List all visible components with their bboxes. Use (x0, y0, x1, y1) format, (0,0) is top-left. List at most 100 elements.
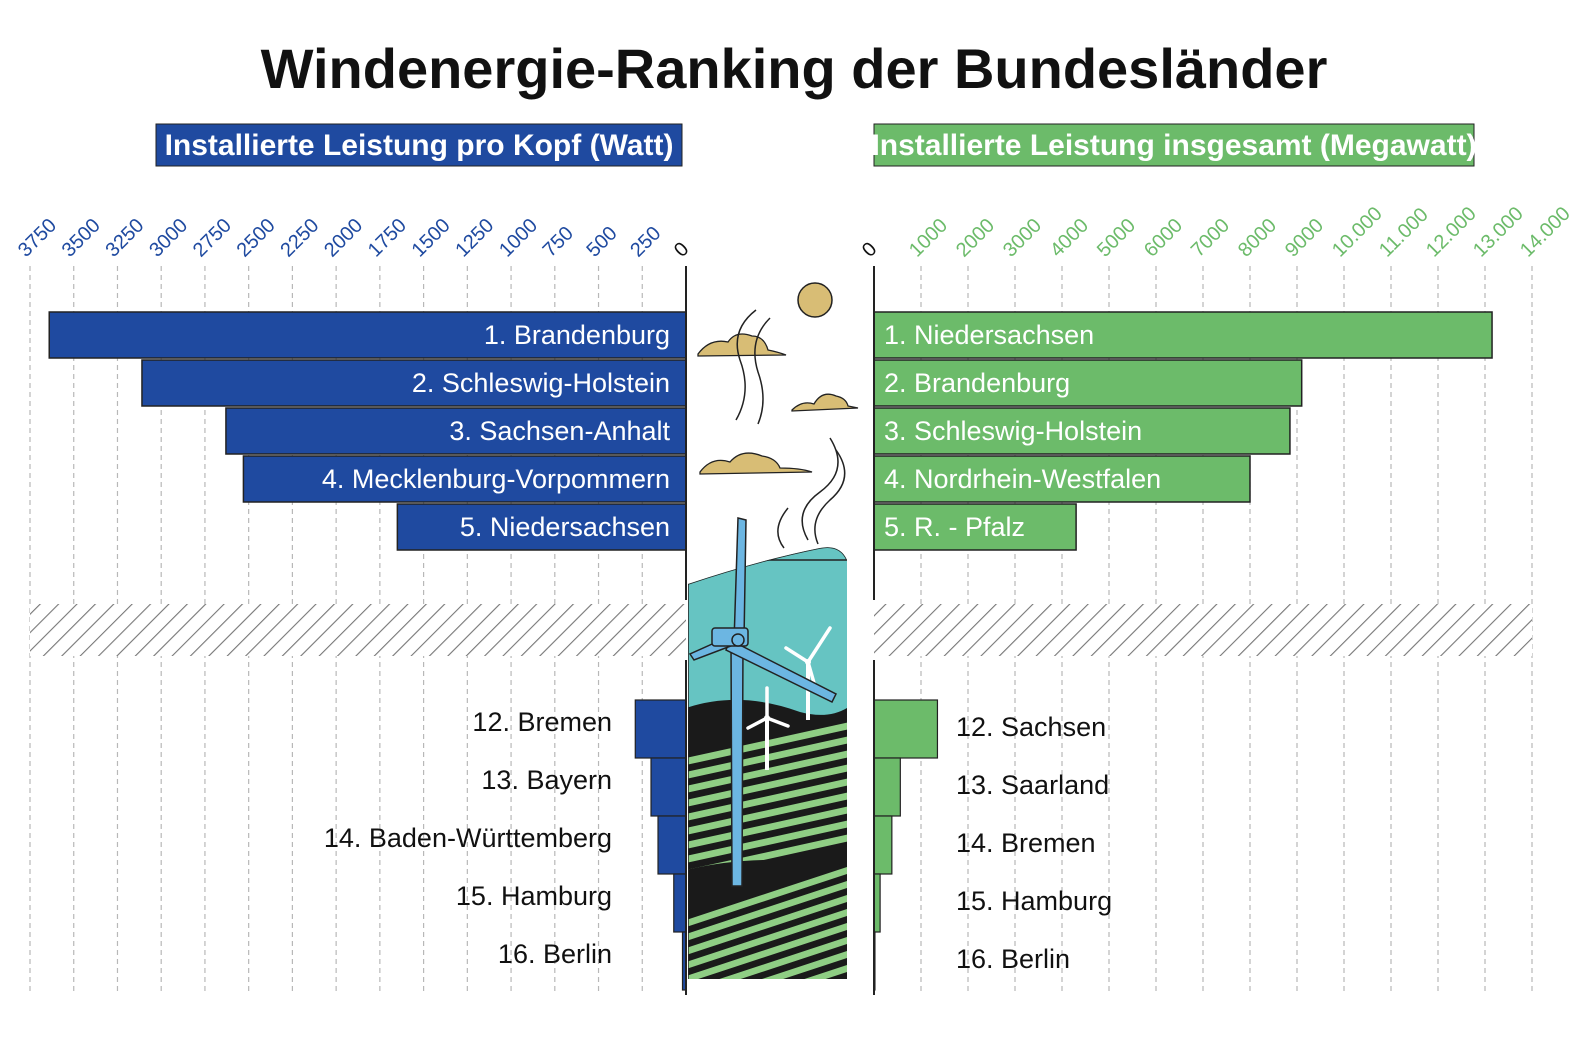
bar-label: 5. Niedersachsen (460, 512, 670, 542)
field-stripe (688, 820, 847, 863)
tick-label: 3000 (145, 215, 192, 262)
tick-label: 2000 (952, 215, 999, 262)
tick-label: 750 (539, 222, 578, 261)
bar-label: 1. Niedersachsen (884, 320, 1094, 350)
bar-label: 16. Berlin (498, 939, 612, 969)
bar-label: 12. Sachsen (956, 712, 1106, 742)
bar-label: 1. Brandenburg (484, 320, 670, 350)
tick-label: 1500 (408, 215, 455, 262)
wind-swirl-icon (777, 507, 789, 549)
right-header-label: Installierte Leistung insgesamt (Megawat… (871, 129, 1476, 162)
tick-label: 1000 (905, 215, 952, 262)
tick-label: 250 (626, 222, 665, 261)
tick-label: 11.000 (1375, 204, 1433, 262)
tick-label: 0 (858, 238, 881, 261)
field-stripe (688, 764, 847, 807)
right-axis-break (874, 604, 1532, 656)
field-stripe (688, 806, 847, 849)
tick-label: 8000 (1234, 215, 1281, 262)
tick-label: 3000 (999, 215, 1046, 262)
small-turbine-icon (746, 686, 790, 770)
tick-label: 12.000 (1422, 203, 1481, 262)
tick-label: 3750 (14, 215, 61, 262)
left-axis-break (30, 604, 686, 656)
tick-label: 1750 (364, 215, 411, 262)
chart-title: Windenergie-Ranking der Bundesländer (261, 37, 1328, 100)
tick-label: 3500 (58, 215, 105, 262)
tick-label: 9000 (1281, 215, 1328, 262)
bar-label: 4. Mecklenburg-Vorpommern (322, 464, 670, 494)
field-stripe (688, 778, 847, 821)
tick-label: 2000 (320, 215, 367, 262)
left-header-box (155, 123, 683, 167)
tick-label: 1250 (451, 215, 498, 262)
tick-label: 13.000 (1469, 203, 1528, 262)
bar (141, 359, 687, 407)
cloud-icon (791, 393, 859, 412)
bar (873, 699, 939, 759)
bar-label: 2. Schleswig-Holstein (412, 368, 670, 398)
bar (657, 815, 687, 875)
right-header-box (873, 123, 1475, 167)
field-stripe (688, 866, 847, 927)
bar (873, 757, 901, 817)
bar-label: 4. Nordrhein-Westfalen (884, 464, 1161, 494)
bar-label: 14. Baden-Württemberg (324, 823, 612, 853)
field-stripe (688, 750, 847, 793)
tick-label: 14.000 (1516, 203, 1575, 262)
bar-label: 2. Brandenburg (884, 368, 1070, 398)
bar-label: 13. Bayern (481, 765, 612, 795)
bar-label: 16. Berlin (956, 944, 1070, 974)
field-stripe (688, 922, 847, 979)
wind-swirl-icon (814, 449, 846, 545)
cloud-icon (697, 333, 787, 357)
bar (873, 359, 1303, 407)
tick-label: 0 (670, 238, 693, 261)
bar-label: 14. Bremen (956, 828, 1096, 858)
bar (396, 503, 687, 551)
bar-label: 5. R. - Pfalz (884, 512, 1025, 542)
bar (873, 815, 893, 875)
bar (225, 407, 687, 455)
tick-label: 1000 (495, 215, 542, 262)
bar-label: 12. Bremen (472, 707, 612, 737)
tick-label: 500 (583, 222, 622, 261)
bar (673, 873, 687, 933)
left-tick-labels: 0250500750100012501500175020002250250027… (14, 215, 693, 262)
wind-swirl-icon (735, 309, 757, 421)
bar (650, 757, 687, 817)
tick-label: 6000 (1140, 215, 1187, 262)
bar-label: 13. Saarland (956, 770, 1109, 800)
tick-label: 10.000 (1328, 203, 1387, 262)
right-bars: 1. Niedersachsen 2. Brandenburg 3. Schlesw… (873, 311, 1493, 991)
wind-swirl-icon (754, 317, 771, 425)
left-header-label: Installierte Leistung pro Kopf (Watt) (165, 129, 674, 162)
turbine-landscape-illustration (688, 517, 847, 979)
tick-label: 2250 (276, 215, 323, 262)
field-stripe (688, 894, 847, 955)
field-stripes (688, 866, 847, 979)
field-stripe (688, 880, 847, 941)
tick-label: 3250 (101, 215, 148, 262)
bar (242, 455, 687, 503)
left-bars: 1. Brandenburg 2. Schleswig-Holstein 3. Sa… (48, 311, 687, 991)
bar-label: 15. Hamburg (956, 886, 1112, 916)
tick-label: 5000 (1093, 215, 1140, 262)
bar (48, 311, 687, 359)
field-stripes (688, 722, 847, 877)
bar-label: 3. Schleswig-Holstein (884, 416, 1142, 446)
bar-label: 3. Sachsen-Anhalt (449, 416, 670, 446)
weather-illustration (697, 282, 859, 549)
tick-label: 4000 (1046, 215, 1093, 262)
bar-label: 15. Hamburg (456, 881, 612, 911)
wind-turbine-icon (688, 517, 838, 887)
field-stripe (688, 936, 847, 979)
right-tick-labels: 0 1000 2000 3000 4000 5000 6000 7000 8000 9000 10.… (858, 203, 1575, 262)
wind-swirl-icon (801, 437, 839, 541)
tick-label: 7000 (1187, 215, 1234, 262)
tick-label: 2500 (233, 215, 280, 262)
field-stripe (688, 792, 847, 835)
field-stripe (688, 908, 847, 969)
bar (873, 311, 1493, 359)
